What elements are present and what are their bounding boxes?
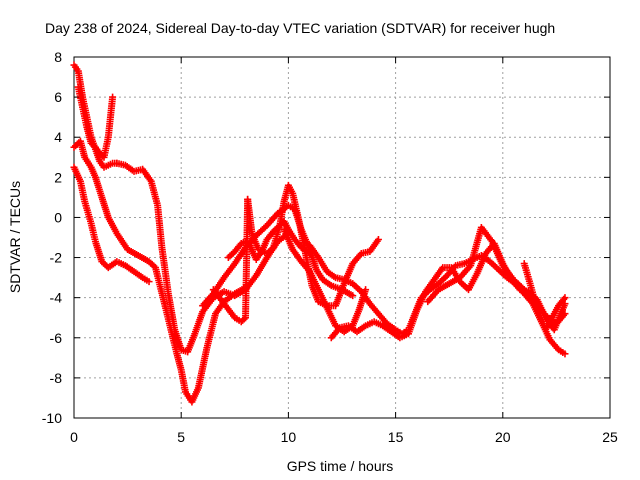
- x-axis-label: GPS time / hours: [287, 458, 394, 474]
- y-tick-label: -6: [50, 330, 63, 346]
- series-track-11: [306, 242, 569, 358]
- chart-title: Day 238 of 2024, Sidereal Day-to-day VTE…: [45, 20, 555, 36]
- data-point: [362, 286, 370, 294]
- x-tick-label: 25: [602, 429, 618, 445]
- data-point: [374, 236, 382, 244]
- y-tick-label: 8: [54, 49, 62, 65]
- y-tick-label: -4: [50, 290, 63, 306]
- series-track-8: [209, 195, 252, 326]
- data-series: [70, 61, 569, 406]
- y-axis-label: SDTVAR / TECUs: [7, 181, 23, 293]
- data-point: [561, 350, 569, 358]
- y-tick-label: 6: [54, 89, 62, 105]
- data-point: [109, 93, 117, 101]
- series-track-1: [70, 61, 121, 171]
- plot-frame: [73, 56, 611, 419]
- data-point: [561, 310, 569, 318]
- data-point: [349, 292, 357, 300]
- x-tick-label: 10: [281, 429, 297, 445]
- y-tick-label: 4: [54, 129, 62, 145]
- data-point: [145, 278, 153, 286]
- y-tick-label: 2: [54, 169, 62, 185]
- grid: [74, 57, 610, 418]
- series-track-5: [74, 83, 117, 161]
- x-tick-labels: 0 5 10 15 20 25: [70, 429, 618, 445]
- x-tick-label: 0: [70, 429, 78, 445]
- x-tick-label: 5: [177, 429, 185, 445]
- y-tick-label: -8: [50, 370, 63, 386]
- y-tick-label: 0: [54, 209, 62, 225]
- axis-ticks: [73, 56, 611, 419]
- x-tick-label: 15: [388, 429, 404, 445]
- y-tick-labels: 8 6 4 2 0 -2 -4 -6 -8 -10: [42, 49, 62, 426]
- data-point: [561, 294, 569, 302]
- series-track-4: [70, 137, 250, 406]
- series-track-14: [520, 260, 569, 334]
- y-tick-label: -10: [42, 410, 62, 426]
- data-point: [240, 315, 248, 323]
- x-tick-label: 20: [495, 429, 511, 445]
- y-tick-label: -2: [50, 250, 63, 266]
- series-track-3: [70, 163, 153, 286]
